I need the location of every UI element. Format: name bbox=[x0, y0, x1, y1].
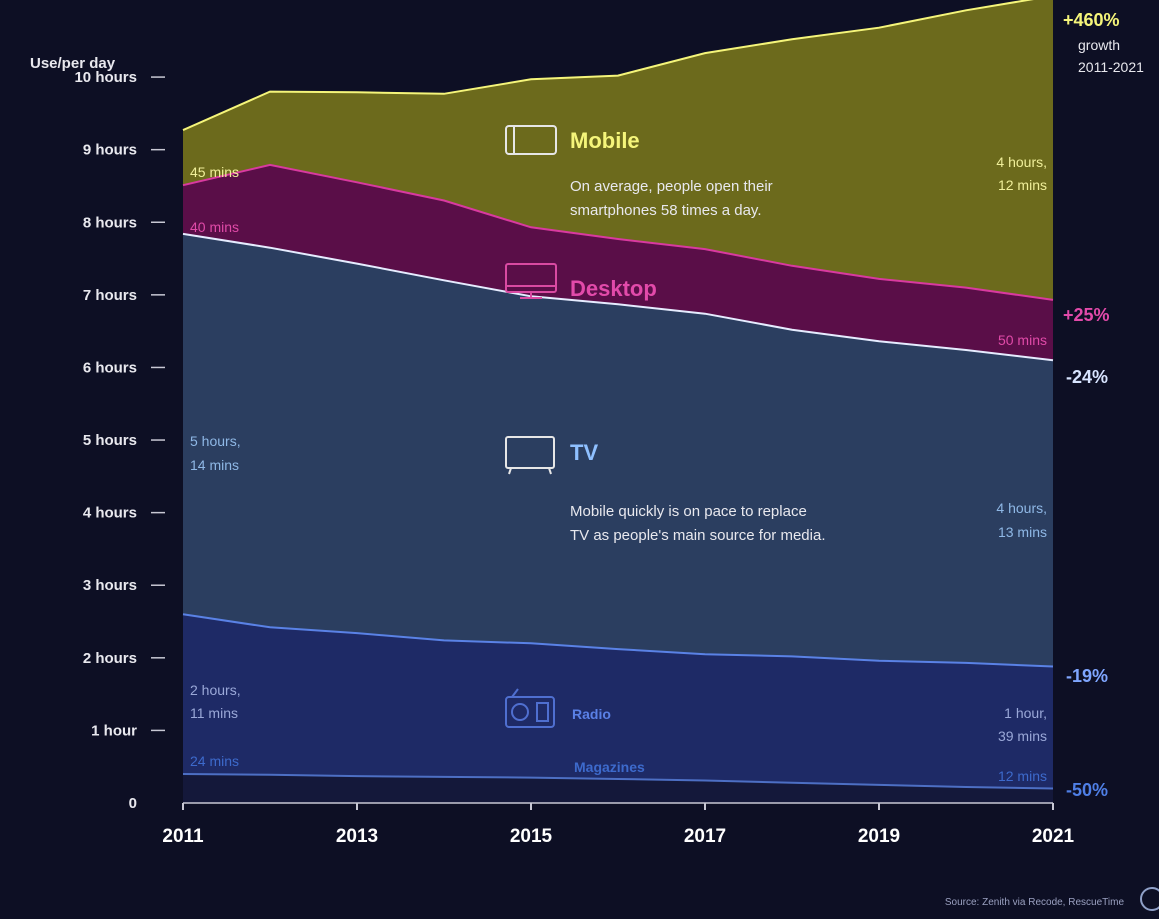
mag-start-label: 24 mins bbox=[190, 753, 239, 769]
y-tick-label: 6 hours bbox=[83, 359, 137, 376]
tv-desc-1: Mobile quickly is on pace to replace bbox=[570, 503, 807, 520]
stacked-areas bbox=[183, 0, 1053, 803]
mobile-end-label-2: 12 mins bbox=[998, 177, 1047, 193]
y-tick-label: 0 bbox=[129, 795, 137, 812]
tv-pct: -24% bbox=[1066, 367, 1108, 387]
area-magazines bbox=[183, 774, 1053, 803]
y-tick-label: 5 hours bbox=[83, 432, 137, 449]
mobile-growth-pct: +460% bbox=[1063, 10, 1120, 30]
source-note: Source: Zenith via Recode, RescueTime bbox=[945, 897, 1125, 908]
x-tick-label: 2013 bbox=[336, 826, 378, 847]
radio-pct: -19% bbox=[1066, 666, 1108, 686]
desktop-pct: +25% bbox=[1063, 305, 1110, 325]
magazines-title: Magazines bbox=[574, 759, 645, 775]
y-tick-label: 2 hours bbox=[83, 650, 137, 667]
radio-start-label-1: 2 hours, bbox=[190, 682, 241, 698]
radio-title: Radio bbox=[572, 706, 611, 722]
y-tick-label: 8 hours bbox=[83, 214, 137, 231]
radio-icon bbox=[505, 688, 555, 728]
y-tick-label: 1 hour bbox=[91, 722, 137, 739]
area-radio bbox=[183, 614, 1053, 803]
desktop-monitor-icon bbox=[505, 263, 557, 299]
mag-pct: -50% bbox=[1066, 780, 1108, 800]
tv-icon bbox=[505, 436, 555, 475]
y-tick-label: 9 hours bbox=[83, 142, 137, 159]
y-tick-label: 7 hours bbox=[83, 287, 137, 304]
line-magazines bbox=[182, 773, 1054, 790]
mobile-desc-2: smartphones 58 times a day. bbox=[570, 202, 761, 219]
brand-logo-icon bbox=[1140, 887, 1159, 911]
tv-start-label-1: 5 hours, bbox=[190, 433, 241, 449]
desktop-end-label: 50 mins bbox=[998, 332, 1047, 348]
radio-end-label-2: 39 mins bbox=[998, 728, 1047, 744]
line-tv bbox=[182, 232, 1054, 362]
tv-end-label-1: 4 hours, bbox=[996, 500, 1047, 516]
tv-start-label-2: 14 mins bbox=[190, 457, 239, 473]
x-tick-label: 2011 bbox=[162, 826, 204, 847]
mag-end-label: 12 mins bbox=[998, 768, 1047, 784]
line-mobile bbox=[182, 0, 1034, 132]
y-tick-label: 3 hours bbox=[83, 577, 137, 594]
y-tick-label: 4 hours bbox=[83, 505, 137, 522]
line-radio bbox=[182, 613, 1054, 668]
mobile-end-label-1: 4 hours, bbox=[996, 154, 1047, 170]
mobile-desc-1: On average, people open their bbox=[570, 178, 773, 195]
mobile-title: Mobile bbox=[570, 128, 640, 153]
x-tick-label: 2019 bbox=[858, 826, 900, 847]
radio-end-label-1: 1 hour, bbox=[1004, 705, 1047, 721]
series-lines bbox=[182, 0, 1054, 790]
tv-title: TV bbox=[570, 440, 598, 465]
mobile-phone-icon bbox=[505, 125, 557, 155]
y-tick-label: 10 hours bbox=[74, 69, 137, 86]
x-tick-label: 2017 bbox=[684, 826, 726, 847]
x-tick-label: 2021 bbox=[1032, 826, 1075, 847]
desktop-title: Desktop bbox=[570, 276, 657, 301]
desktop-start-label: 40 mins bbox=[190, 219, 239, 235]
line-desktop bbox=[182, 163, 1054, 301]
tv-end-label-2: 13 mins bbox=[998, 524, 1047, 540]
growth-range: 2011-2021 bbox=[1078, 59, 1144, 75]
radio-start-label-2: 11 mins bbox=[190, 705, 238, 721]
growth-word: growth bbox=[1078, 37, 1120, 53]
axes: 2011 2013 2015 2017 2019 2021 0 1 hour 2 hours 3 … bbox=[74, 69, 1074, 847]
mobile-start-label: 45 mins bbox=[190, 164, 239, 180]
y-axis-title: Use/per day bbox=[30, 55, 116, 72]
tv-desc-2: TV as people's main source for media. bbox=[570, 527, 825, 544]
x-tick-label: 2015 bbox=[510, 826, 553, 847]
